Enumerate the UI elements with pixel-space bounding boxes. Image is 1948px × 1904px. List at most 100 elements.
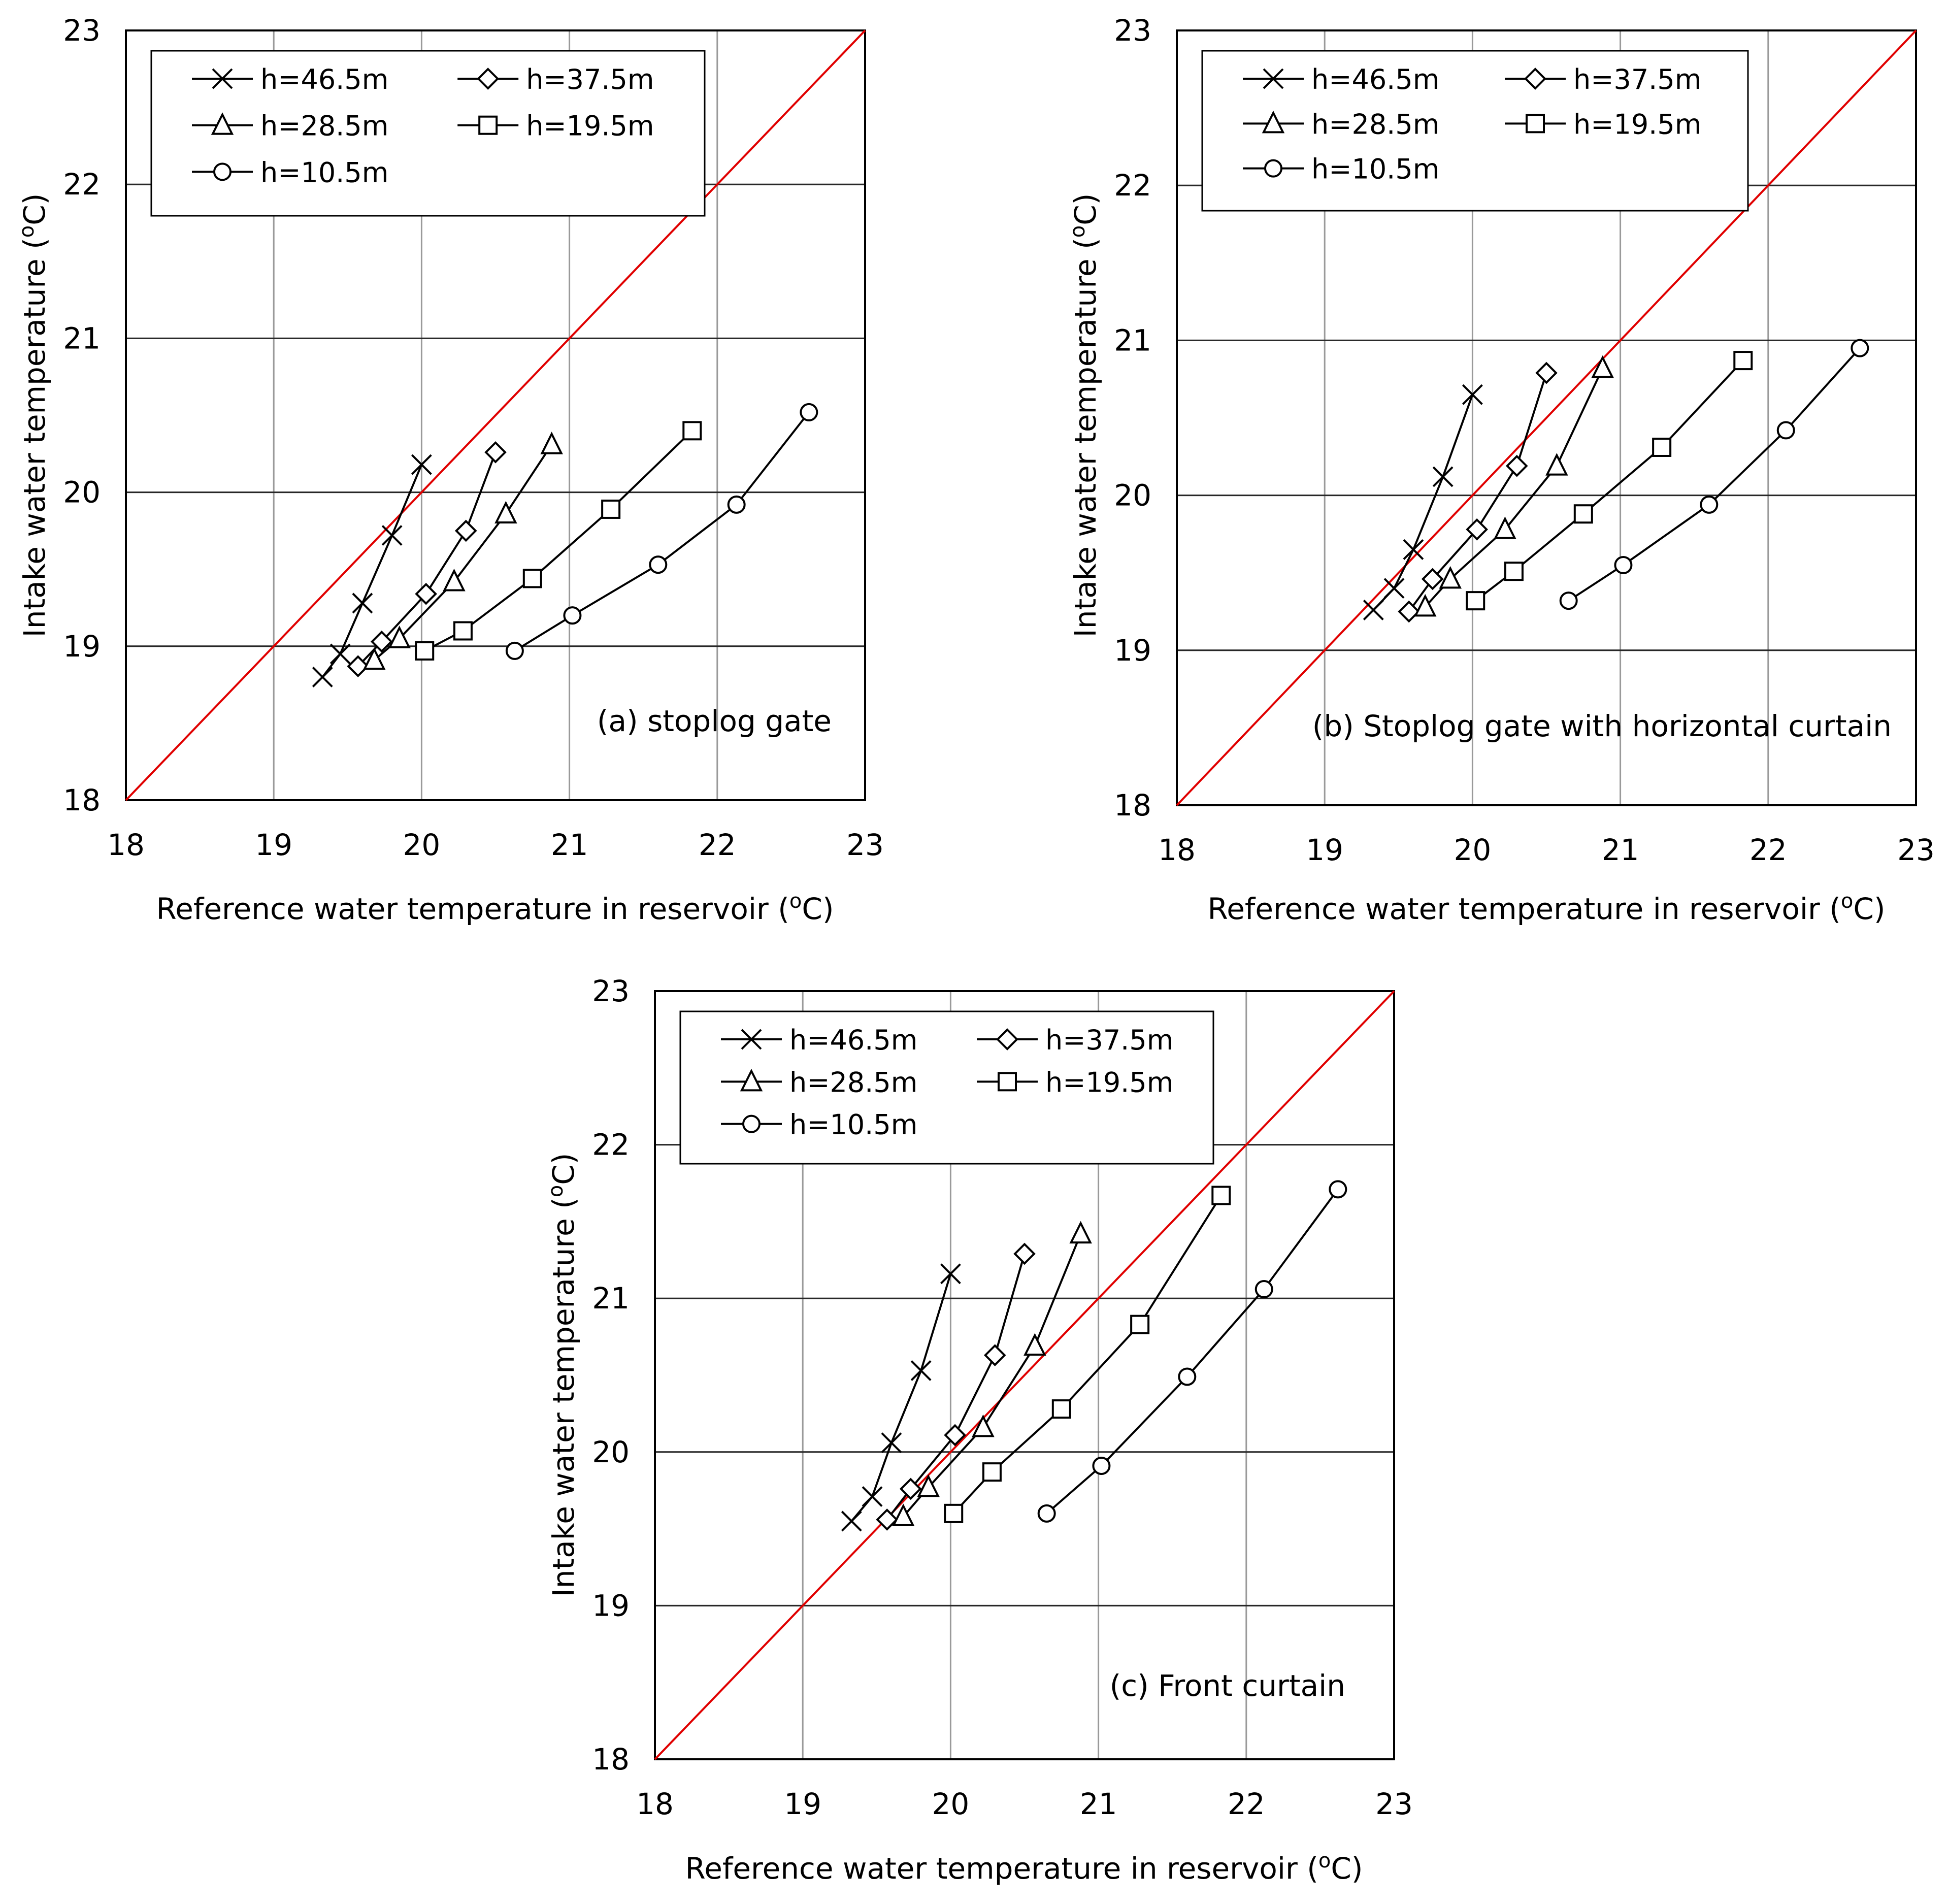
x-tick-label: 19 (1306, 833, 1343, 867)
legend-entry: h=19.5m (977, 1066, 1173, 1098)
y-tick-label: 23 (592, 974, 630, 1008)
series-h=28.5m (362, 432, 563, 670)
svg-text:Intake water temperature (oC): Intake water temperature (oC) (15, 193, 52, 638)
data-point (982, 1462, 1002, 1482)
legend-entry: h=46.5m (721, 1024, 917, 1056)
x-tick-label: 19 (784, 1787, 821, 1821)
legend-entry: h=10.5m (1243, 153, 1439, 185)
data-point (1652, 437, 1672, 457)
y-axis-label: Intake water temperature (oC) (1066, 193, 1103, 638)
legend-label: h=37.5m (1573, 63, 1701, 95)
data-point (1614, 555, 1633, 574)
data-point (484, 441, 507, 464)
data-point (381, 525, 403, 546)
data-point (453, 621, 473, 641)
series-h=28.5m (1413, 355, 1614, 617)
data-point (1494, 516, 1516, 539)
data-point (494, 501, 517, 524)
y-axis-label: Intake water temperature (oC) (544, 1153, 581, 1597)
x-axis-label: Reference water temperature in reservoir… (156, 890, 834, 926)
data-point (540, 432, 563, 454)
data-point (411, 454, 432, 475)
series-h=37.5m (1398, 362, 1558, 623)
series-h=10.5m (1037, 1180, 1347, 1523)
data-point (1051, 1399, 1071, 1419)
data-point (892, 1503, 915, 1526)
legend-entry: h=10.5m (721, 1109, 917, 1141)
y-tick-label: 23 (63, 13, 101, 48)
legend-marker (212, 68, 233, 89)
data-point (1432, 466, 1454, 487)
data-point (563, 606, 582, 625)
data-point (1130, 1315, 1150, 1334)
data-point (362, 647, 386, 670)
data-point (944, 1503, 964, 1523)
legend-marker (741, 1029, 762, 1050)
legend-label: h=28.5m (260, 110, 388, 142)
y-tick-label: 19 (1114, 633, 1151, 668)
data-point (347, 655, 370, 678)
data-point (329, 643, 351, 665)
data-point (1421, 568, 1444, 590)
y-tick-label: 22 (592, 1128, 630, 1162)
data-point (1776, 421, 1795, 440)
data-point (682, 421, 702, 441)
data-point (370, 630, 393, 653)
legend-label: h=46.5m (260, 63, 388, 95)
legend: h=46.5m h=37.5m h=28.5m h=19.5m h=10.5m (150, 50, 706, 217)
legend-entry: h=28.5m (1243, 108, 1439, 140)
data-point (899, 1478, 922, 1500)
panel-annotation: (b) Stoplog gate with horizontal curtain (1312, 709, 1892, 743)
legend-label: h=19.5m (1573, 108, 1701, 140)
data-point (415, 582, 437, 605)
legend-marker (213, 162, 232, 181)
reference-line (654, 990, 1395, 1760)
y-tick-label: 20 (63, 475, 101, 510)
y-tick-label: 22 (1114, 168, 1151, 203)
data-point (352, 593, 373, 614)
y-tick-label: 18 (1114, 788, 1151, 823)
data-point (1363, 600, 1384, 620)
x-tick-label: 22 (1749, 833, 1787, 867)
data-point (1329, 1180, 1347, 1199)
x-tick-label: 21 (1080, 1787, 1117, 1821)
data-point (940, 1263, 961, 1285)
series-h=10.5m (505, 403, 818, 660)
legend-entry: h=28.5m (721, 1066, 917, 1098)
series-h=19.5m (1466, 351, 1753, 611)
data-point (983, 1344, 1006, 1366)
legend-label: h=10.5m (1311, 153, 1439, 185)
legend-marker (477, 68, 500, 90)
x-axis-label: Reference water temperature in reservoir… (1208, 890, 1886, 926)
y-tick-label: 21 (592, 1281, 630, 1316)
data-point (727, 495, 746, 514)
legend-label: h=10.5m (260, 156, 388, 188)
data-point (1403, 539, 1424, 560)
data-point (505, 641, 524, 660)
legend-entry: h=37.5m (977, 1024, 1173, 1056)
y-tick-label: 21 (63, 321, 101, 355)
series-h=37.5m (876, 1242, 1036, 1531)
data-point (917, 1474, 940, 1497)
data-point (1535, 362, 1558, 384)
legend-marker (1524, 68, 1546, 90)
data-point (1573, 504, 1593, 524)
data-point (388, 626, 411, 648)
x-tick-label: 21 (1602, 833, 1639, 867)
x-tick-label: 20 (932, 1787, 969, 1821)
x-tick-label: 22 (1228, 1787, 1265, 1821)
data-point (1545, 453, 1568, 476)
data-point (443, 568, 466, 592)
legend-marker (211, 112, 234, 135)
plot-frame (654, 990, 1395, 1760)
legend-marker (478, 115, 498, 135)
panel-annotation: (c) Front curtain (1110, 1668, 1345, 1703)
legend-entry: h=37.5m (1505, 63, 1701, 95)
data-point (841, 1511, 862, 1532)
data-point (1462, 384, 1483, 405)
legend-marker (740, 1068, 763, 1092)
plot-frame (1176, 29, 1917, 806)
data-point (972, 1414, 995, 1437)
